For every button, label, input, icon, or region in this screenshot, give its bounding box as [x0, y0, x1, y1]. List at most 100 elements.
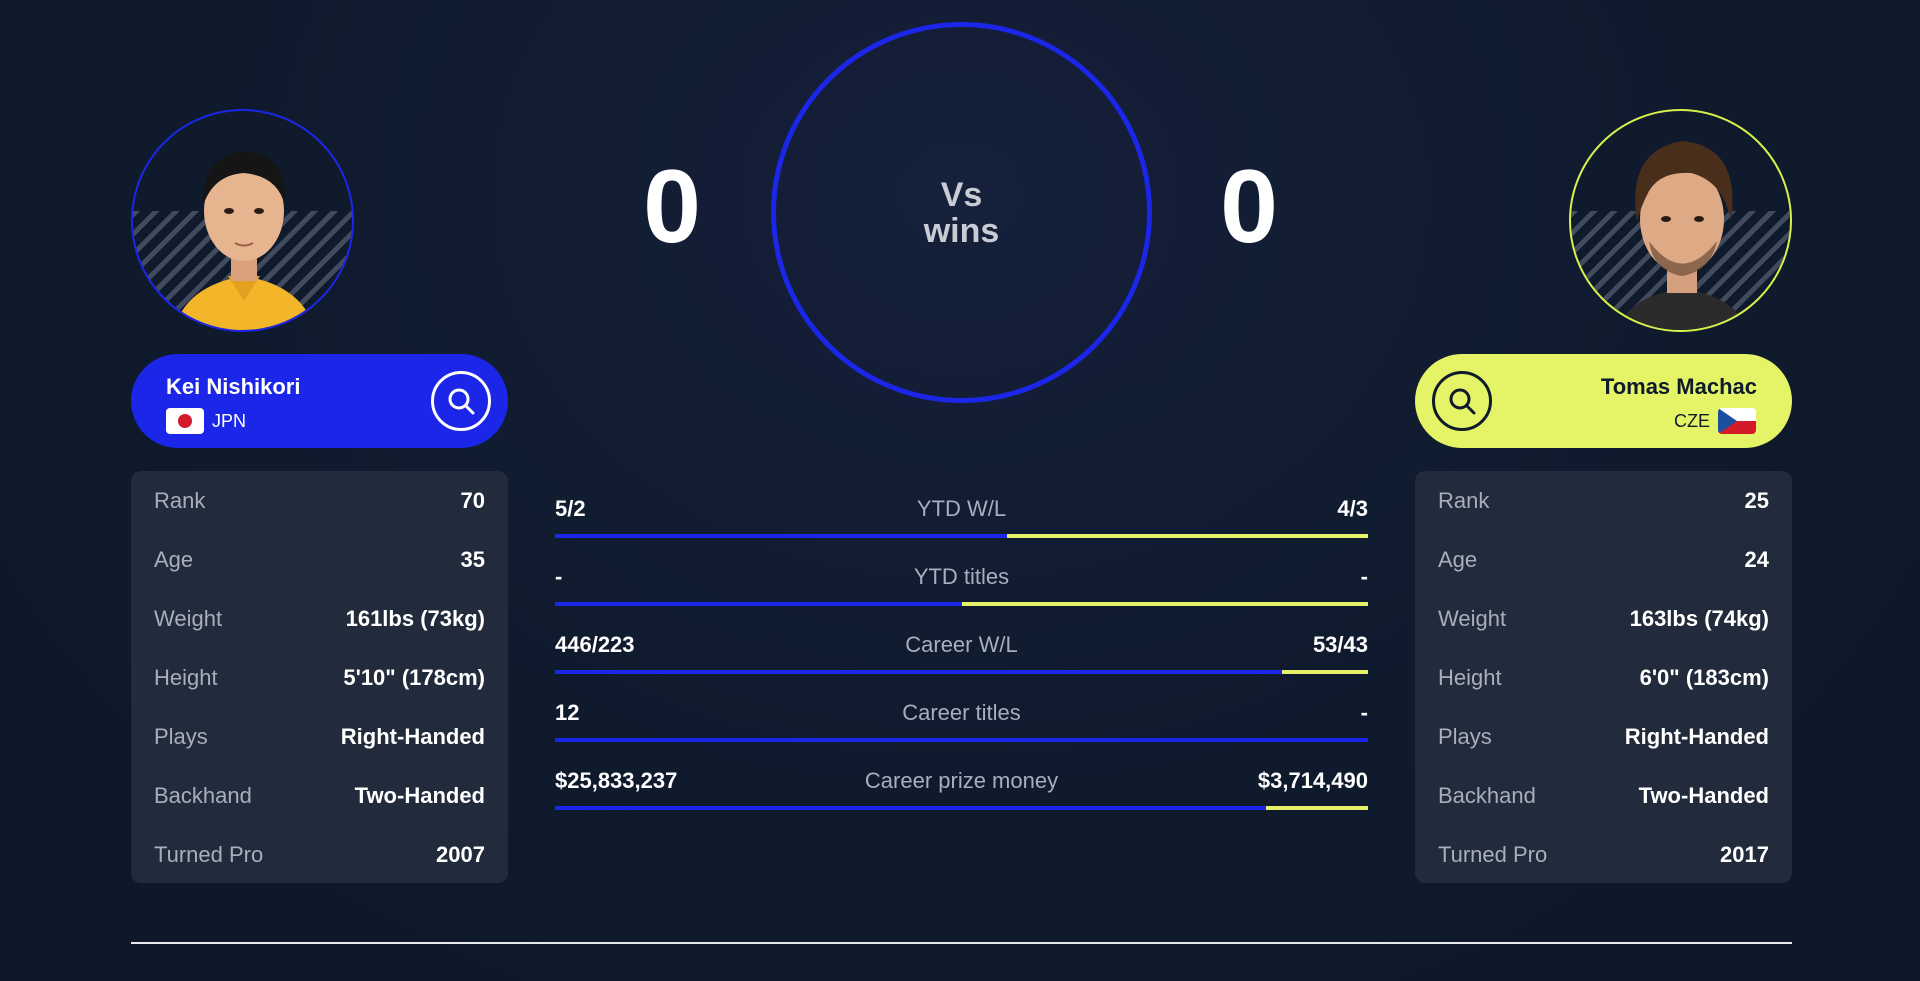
stat-label: YTD W/L: [916, 496, 1007, 521]
player2-portrait: [1617, 141, 1748, 330]
stat-label: YTD titles: [913, 564, 1010, 589]
player1-info-card: Rank 70 Age 35 Weight 161lbs (73kg) Height 5…: [131, 471, 508, 883]
info-label: Age: [1438, 546, 1478, 572]
player2-name[interactable]: Tomas Machac: [1600, 374, 1757, 399]
stat-bar-player1: [555, 806, 1266, 810]
section-divider: [131, 942, 1792, 944]
info-value: Right-Handed: [340, 723, 485, 749]
stat-bar: [555, 670, 1368, 674]
player2-country: CZE: [1674, 408, 1756, 434]
player1-h2h-wins: 0: [643, 149, 701, 265]
stat-bar-player1: [555, 738, 1368, 742]
stat-left-value: -: [555, 564, 563, 589]
info-row: Weight 161lbs (73kg): [154, 589, 485, 648]
stat-bar-player2: [1265, 806, 1368, 810]
info-label: Plays: [154, 723, 208, 749]
info-value: 2007: [436, 841, 485, 867]
stat-career-titles: 12 Career titles -: [555, 694, 1368, 762]
info-label: Turned Pro: [1438, 841, 1548, 867]
stat-label: Career prize money: [864, 768, 1059, 793]
info-value: 161lbs (73kg): [345, 605, 485, 631]
stat-career-wl: 446/223 Career W/L 53/43: [555, 626, 1368, 694]
stat-left-value: 5/2: [555, 496, 586, 521]
player2-h2h-wins: 0: [1220, 149, 1278, 265]
info-value: 70: [460, 487, 485, 513]
info-value: Right-Handed: [1624, 723, 1769, 749]
player2-avatar[interactable]: [1569, 109, 1792, 332]
info-label: Weight: [154, 605, 223, 631]
info-label: Height: [154, 664, 218, 690]
player2-country-code: CZE: [1674, 410, 1710, 431]
stat-left-value: $25,833,237: [555, 768, 678, 793]
player2-info-card: Rank 25 Age 24 Weight 163lbs (74kg) Height 6…: [1415, 471, 1792, 883]
stat-ytd-titles: - YTD titles -: [555, 558, 1368, 626]
stat-career-prize-money: $25,833,237 Career prize money $3,714,490: [555, 762, 1368, 830]
player2-search-button[interactable]: [1432, 371, 1492, 431]
player1-name[interactable]: Kei Nishikori: [166, 374, 301, 399]
japan-flag-icon: [166, 408, 204, 434]
h2h-ring: Vs wins: [771, 22, 1152, 403]
player1-country-code: JPN: [212, 410, 247, 431]
search-icon: [448, 388, 475, 415]
info-row: Weight 163lbs (74kg): [1438, 589, 1769, 648]
stat-bar: [555, 534, 1368, 538]
info-label: Weight: [1438, 605, 1507, 631]
info-row: Rank 25: [1438, 471, 1769, 530]
stat-right-value: -: [1360, 564, 1368, 589]
info-value: 24: [1744, 546, 1769, 572]
info-label: Age: [154, 546, 194, 572]
info-label: Backhand: [1438, 782, 1536, 808]
stat-right-value: 4/3: [1337, 496, 1368, 521]
info-value: 2017: [1720, 841, 1769, 867]
info-row: Plays Right-Handed: [1438, 707, 1769, 766]
stat-bar-player1: [555, 670, 1282, 674]
search-icon: [1449, 388, 1476, 415]
info-value: Two-Handed: [354, 782, 485, 808]
comparison-stats: 5/2 YTD W/L 4/3 - YTD titles - 446/223 Career…: [555, 490, 1368, 830]
stat-bar-player2: [961, 602, 1368, 606]
wins-label: wins: [923, 211, 1000, 250]
stat-bar-player2: [1007, 534, 1368, 538]
stat-left-value: 12: [555, 700, 580, 725]
player1-search-button[interactable]: [431, 371, 491, 431]
info-value: 6'0" (183cm): [1639, 664, 1769, 690]
info-label: Turned Pro: [154, 841, 264, 867]
stat-bar-player2: [1281, 670, 1368, 674]
info-row: Age 35: [154, 530, 485, 589]
info-value: 163lbs (74kg): [1629, 605, 1769, 631]
stat-right-value: -: [1360, 700, 1368, 725]
info-value: Two-Handed: [1638, 782, 1769, 808]
player1-name-pill: Kei Nishikori JPN: [131, 354, 508, 448]
info-row: Plays Right-Handed: [154, 707, 485, 766]
info-row: Age 24: [1438, 530, 1769, 589]
vs-label: Vs: [940, 175, 983, 214]
stat-right-value: $3,714,490: [1257, 768, 1368, 793]
player1-avatar[interactable]: [131, 109, 354, 332]
player1-portrait: [174, 151, 315, 330]
info-label: Backhand: [154, 782, 252, 808]
stat-label: Career titles: [902, 700, 1021, 725]
stat-bar: [555, 738, 1368, 742]
info-label: Height: [1438, 664, 1502, 690]
info-label: Plays: [1438, 723, 1492, 749]
stat-bar: [555, 602, 1368, 606]
stat-label: Career W/L: [905, 632, 1018, 657]
info-value: 35: [460, 546, 485, 572]
info-row: Height 6'0" (183cm): [1438, 648, 1769, 707]
player1-country: JPN: [166, 408, 246, 434]
info-value: 5'10" (178cm): [343, 664, 485, 690]
info-row: Turned Pro 2017: [1438, 825, 1769, 884]
info-row: Turned Pro 2007: [154, 825, 485, 884]
info-row: Backhand Two-Handed: [154, 766, 485, 825]
info-row: Rank 70: [154, 471, 485, 530]
stat-right-value: 53/43: [1312, 632, 1368, 657]
info-row: Height 5'10" (178cm): [154, 648, 485, 707]
info-label: Rank: [154, 487, 206, 513]
info-label: Rank: [1438, 487, 1490, 513]
stat-bar-player1: [555, 602, 962, 606]
stat-bar-player1: [555, 534, 1008, 538]
stat-ytd-wl: 5/2 YTD W/L 4/3: [555, 490, 1368, 558]
stat-bar: [555, 806, 1368, 810]
info-row: Backhand Two-Handed: [1438, 766, 1769, 825]
